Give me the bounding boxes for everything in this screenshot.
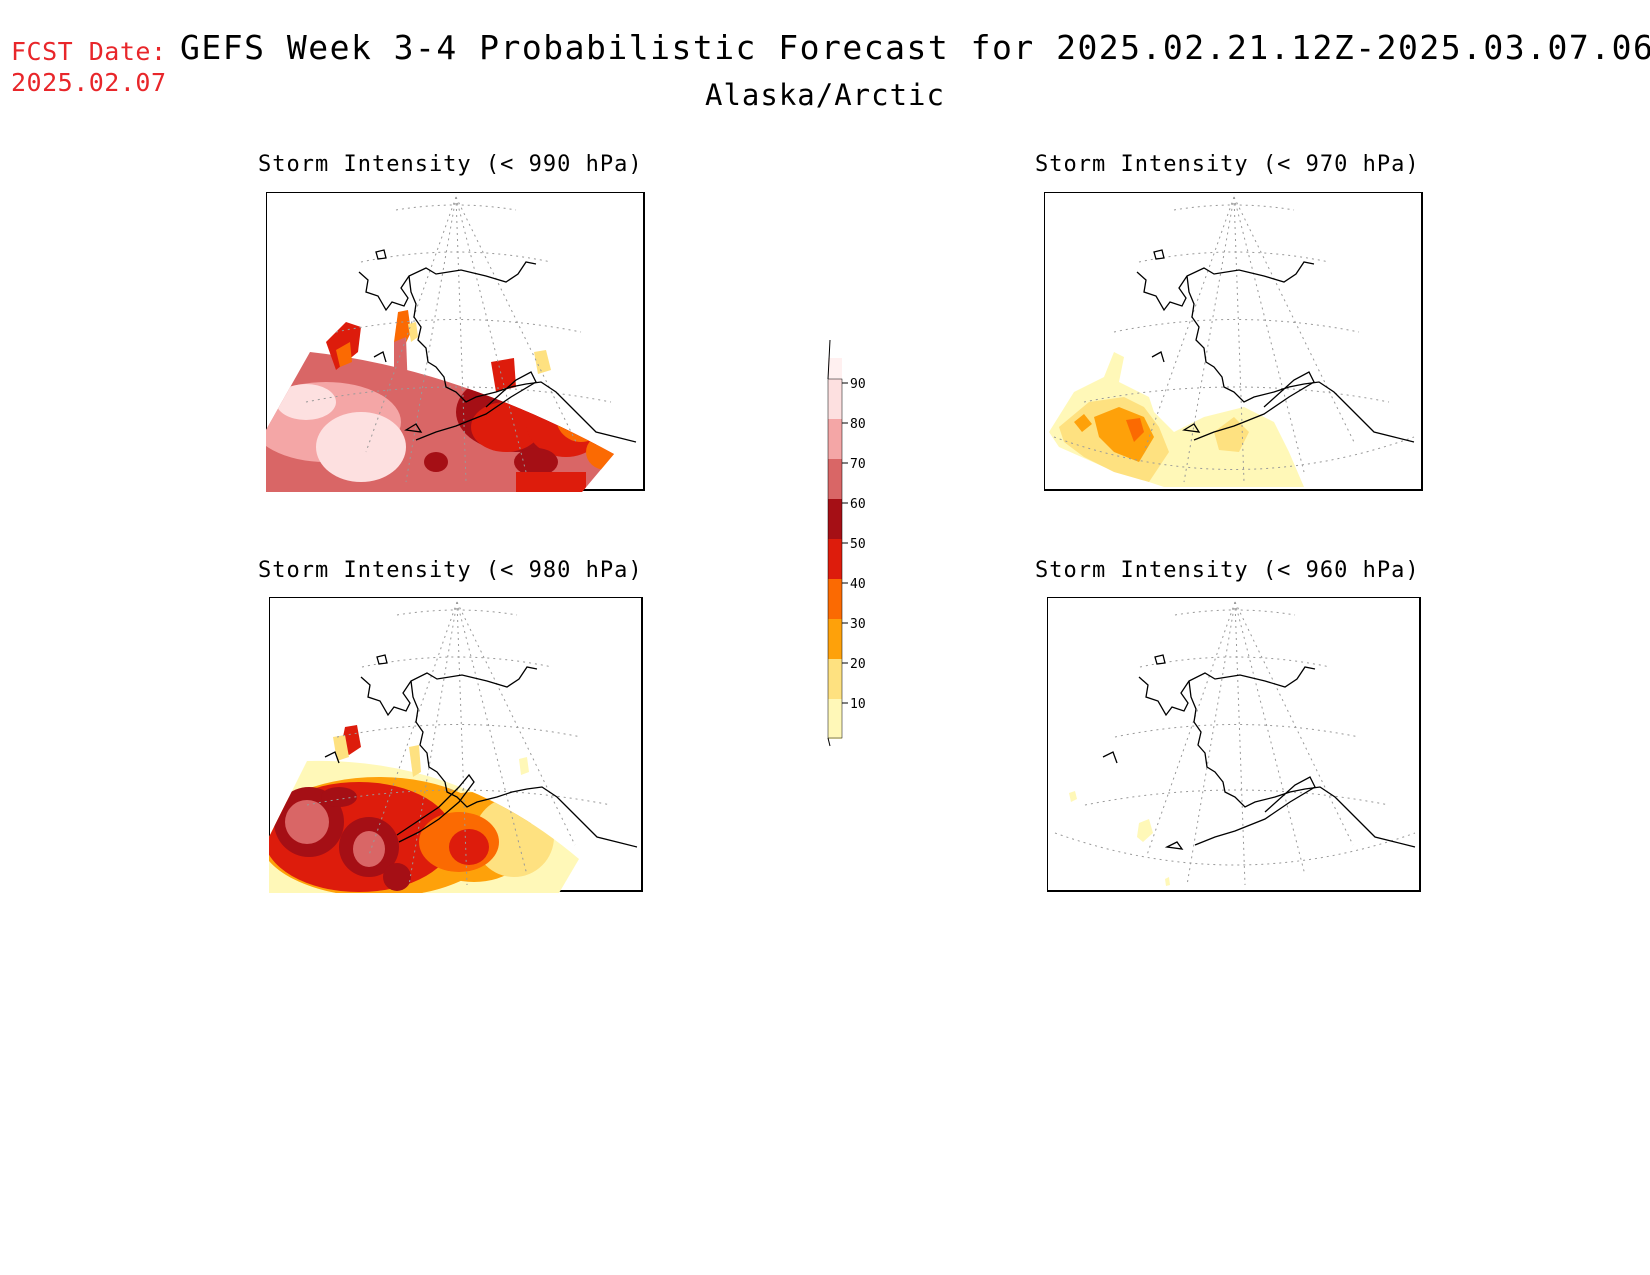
colorbar-label-20: 20 [850, 657, 866, 672]
fcst-date-value: 2025.02.07 [11, 68, 167, 97]
colorbar-swatch-10 [828, 699, 842, 739]
page-title: GEFS Week 3-4 Probabilistic Forecast for… [180, 28, 1650, 67]
map-panel-980 [269, 597, 643, 893]
colorbar-legend: 90 80 70 60 50 40 30 20 10 [827, 339, 866, 747]
page-subtitle: Alaska/Arctic [705, 78, 945, 112]
colorbar-swatch-30 [828, 619, 842, 659]
panel-title-960: Storm Intensity (< 960 hPa) [1035, 558, 1420, 583]
colorbar-label-70: 70 [850, 457, 866, 472]
panel-title-980: Storm Intensity (< 980 hPa) [258, 558, 643, 583]
colorbar-swatch-70 [828, 459, 842, 499]
colorbar-swatch-90 [828, 379, 842, 419]
forecast-date-label: FCST Date: 2025.02.07 [11, 36, 167, 98]
colorbar-swatch-40 [828, 579, 842, 619]
colorbar-label-60: 60 [850, 497, 866, 512]
colorbar-label-30: 30 [850, 617, 866, 632]
colorbar-label-50: 50 [850, 537, 866, 552]
map-panel-990 [266, 192, 645, 492]
fcst-date-caption: FCST Date: [11, 37, 167, 66]
colorbar-extension-top [828, 358, 842, 379]
colorbar-swatch-20 [828, 659, 842, 699]
map-panel-970 [1044, 192, 1423, 491]
panel-title-990: Storm Intensity (< 990 hPa) [258, 152, 643, 177]
colorbar-swatch-50 [828, 539, 842, 579]
colorbar-label-10: 10 [850, 697, 866, 712]
map-panel-960 [1047, 597, 1421, 892]
colorbar-label-40: 40 [850, 577, 866, 592]
colorbar-label-90: 90 [850, 377, 866, 392]
colorbar-swatch-60 [828, 499, 842, 539]
panel-title-970: Storm Intensity (< 970 hPa) [1035, 152, 1420, 177]
colorbar-label-80: 80 [850, 417, 866, 432]
colorbar-swatch-80 [828, 419, 842, 459]
